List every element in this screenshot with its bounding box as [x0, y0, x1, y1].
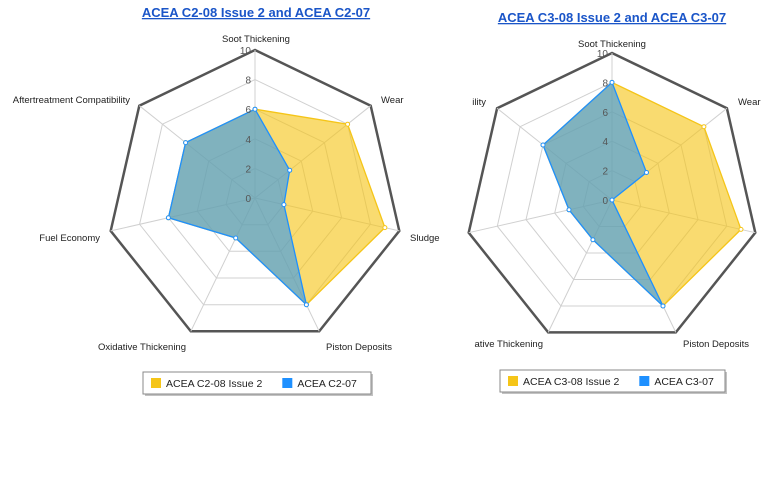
point-acea-c2-07-soot-thickening[interactable]	[252, 106, 258, 112]
point-acea-c2-07-wear[interactable]	[287, 167, 293, 173]
outer-ring	[467, 51, 757, 334]
tick-label-10: 10	[240, 46, 252, 57]
point-acea-c3-08-issue-2-sludge[interactable]	[738, 226, 744, 232]
legend-item-acea-c3-08-issue-2[interactable]: ACEA C3-08 Issue 2	[508, 376, 619, 388]
point-acea-c3-07-wear[interactable]	[644, 170, 649, 175]
legend-swatch	[282, 378, 293, 388]
axis-label-wear: Wear	[738, 97, 761, 108]
legend-label: ACEA C3-08 Issue 2	[523, 376, 619, 388]
tick-label-0: 0	[602, 196, 608, 207]
tick-label-10: 10	[597, 49, 609, 60]
point-acea-c3-07-piston-deposits[interactable]	[660, 303, 666, 309]
outer-ring	[109, 48, 401, 333]
tick-label-8: 8	[602, 78, 608, 89]
point-acea-c2-07-fuel-economy[interactable]	[165, 215, 171, 221]
series-area-acea-c2-07[interactable]	[167, 108, 308, 307]
point-acea-c3-08-issue-2-wear[interactable]	[701, 124, 707, 130]
point-acea-c2-08-issue-2-wear[interactable]	[345, 121, 351, 127]
legend-label: ACEA C3-07	[654, 376, 714, 388]
tick-label-8: 8	[245, 76, 251, 87]
point-acea-c2-07-oxidative-thickening[interactable]	[233, 235, 239, 241]
tick-label-2: 2	[245, 164, 251, 175]
axis-label-aftertreatment-compatibility: Aftertreatment Compatibility	[13, 95, 130, 106]
legend: ACEA C2-08 Issue 2 ACEA C2-07	[142, 371, 373, 396]
axis-label-soot-thickening: Soot Thickening	[578, 39, 646, 50]
legend-item-acea-c3-07[interactable]: ACEA C3-07	[639, 376, 714, 388]
legend-item-acea-c2-08-issue-2[interactable]: ACEA C2-08 Issue 2	[151, 378, 262, 390]
tick-label-6: 6	[602, 108, 608, 119]
axis-label-sludge: Sludge	[410, 233, 440, 244]
legend-swatch	[639, 376, 650, 386]
axis-label-piston-deposits: Piston Deposits	[683, 339, 749, 350]
tick-label-2: 2	[602, 167, 608, 178]
point-acea-c3-07-oxidative-thickening[interactable]	[590, 237, 596, 243]
tick-label-6: 6	[245, 105, 251, 116]
axis-label-aftertreatment-compatibility: ility	[472, 97, 486, 108]
legend-label: ACEA C2-07	[297, 378, 357, 390]
legend-swatch	[508, 376, 518, 386]
point-acea-c2-07-sludge[interactable]	[281, 202, 287, 208]
axis-label-soot-thickening: Soot Thickening	[222, 34, 290, 45]
chart-title[interactable]: ACEA C3-08 Issue 2 and ACEA C3-07	[498, 10, 726, 25]
point-acea-c2-07-aftertreatment-compatibility[interactable]	[183, 140, 189, 146]
tick-label-0: 0	[245, 194, 251, 205]
point-acea-c2-08-issue-2-sludge[interactable]	[382, 225, 388, 231]
axis-label-oxidative-thickening: ative Thickening	[475, 339, 543, 350]
point-acea-c3-07-aftertreatment-compatibility[interactable]	[540, 142, 546, 148]
axis-label-wear: Wear	[381, 95, 404, 106]
legend: ACEA C3-08 Issue 2 ACEA C3-07	[499, 369, 727, 394]
axis-label-piston-deposits: Piston Deposits	[326, 342, 392, 353]
point-acea-c2-07-piston-deposits[interactable]	[303, 302, 309, 308]
point-acea-c3-07-fuel-economy[interactable]	[566, 207, 572, 213]
series-area-acea-c3-07[interactable]	[542, 81, 664, 307]
point-acea-c3-07-sludge[interactable]	[609, 197, 615, 203]
legend-swatch	[151, 378, 161, 388]
point-acea-c3-07-soot-thickening[interactable]	[609, 79, 615, 85]
legend-item-acea-c2-07[interactable]: ACEA C2-07	[282, 378, 357, 390]
axis-label-oxidative-thickening: Oxidative Thickening	[98, 342, 186, 353]
axis-label-fuel-economy: Fuel Economy	[39, 233, 100, 244]
chart-title[interactable]: ACEA C2-08 Issue 2 and ACEA C2-07	[142, 5, 370, 20]
tick-label-4: 4	[602, 137, 608, 148]
legend-label: ACEA C2-08 Issue 2	[166, 378, 262, 390]
tick-label-4: 4	[245, 135, 251, 146]
